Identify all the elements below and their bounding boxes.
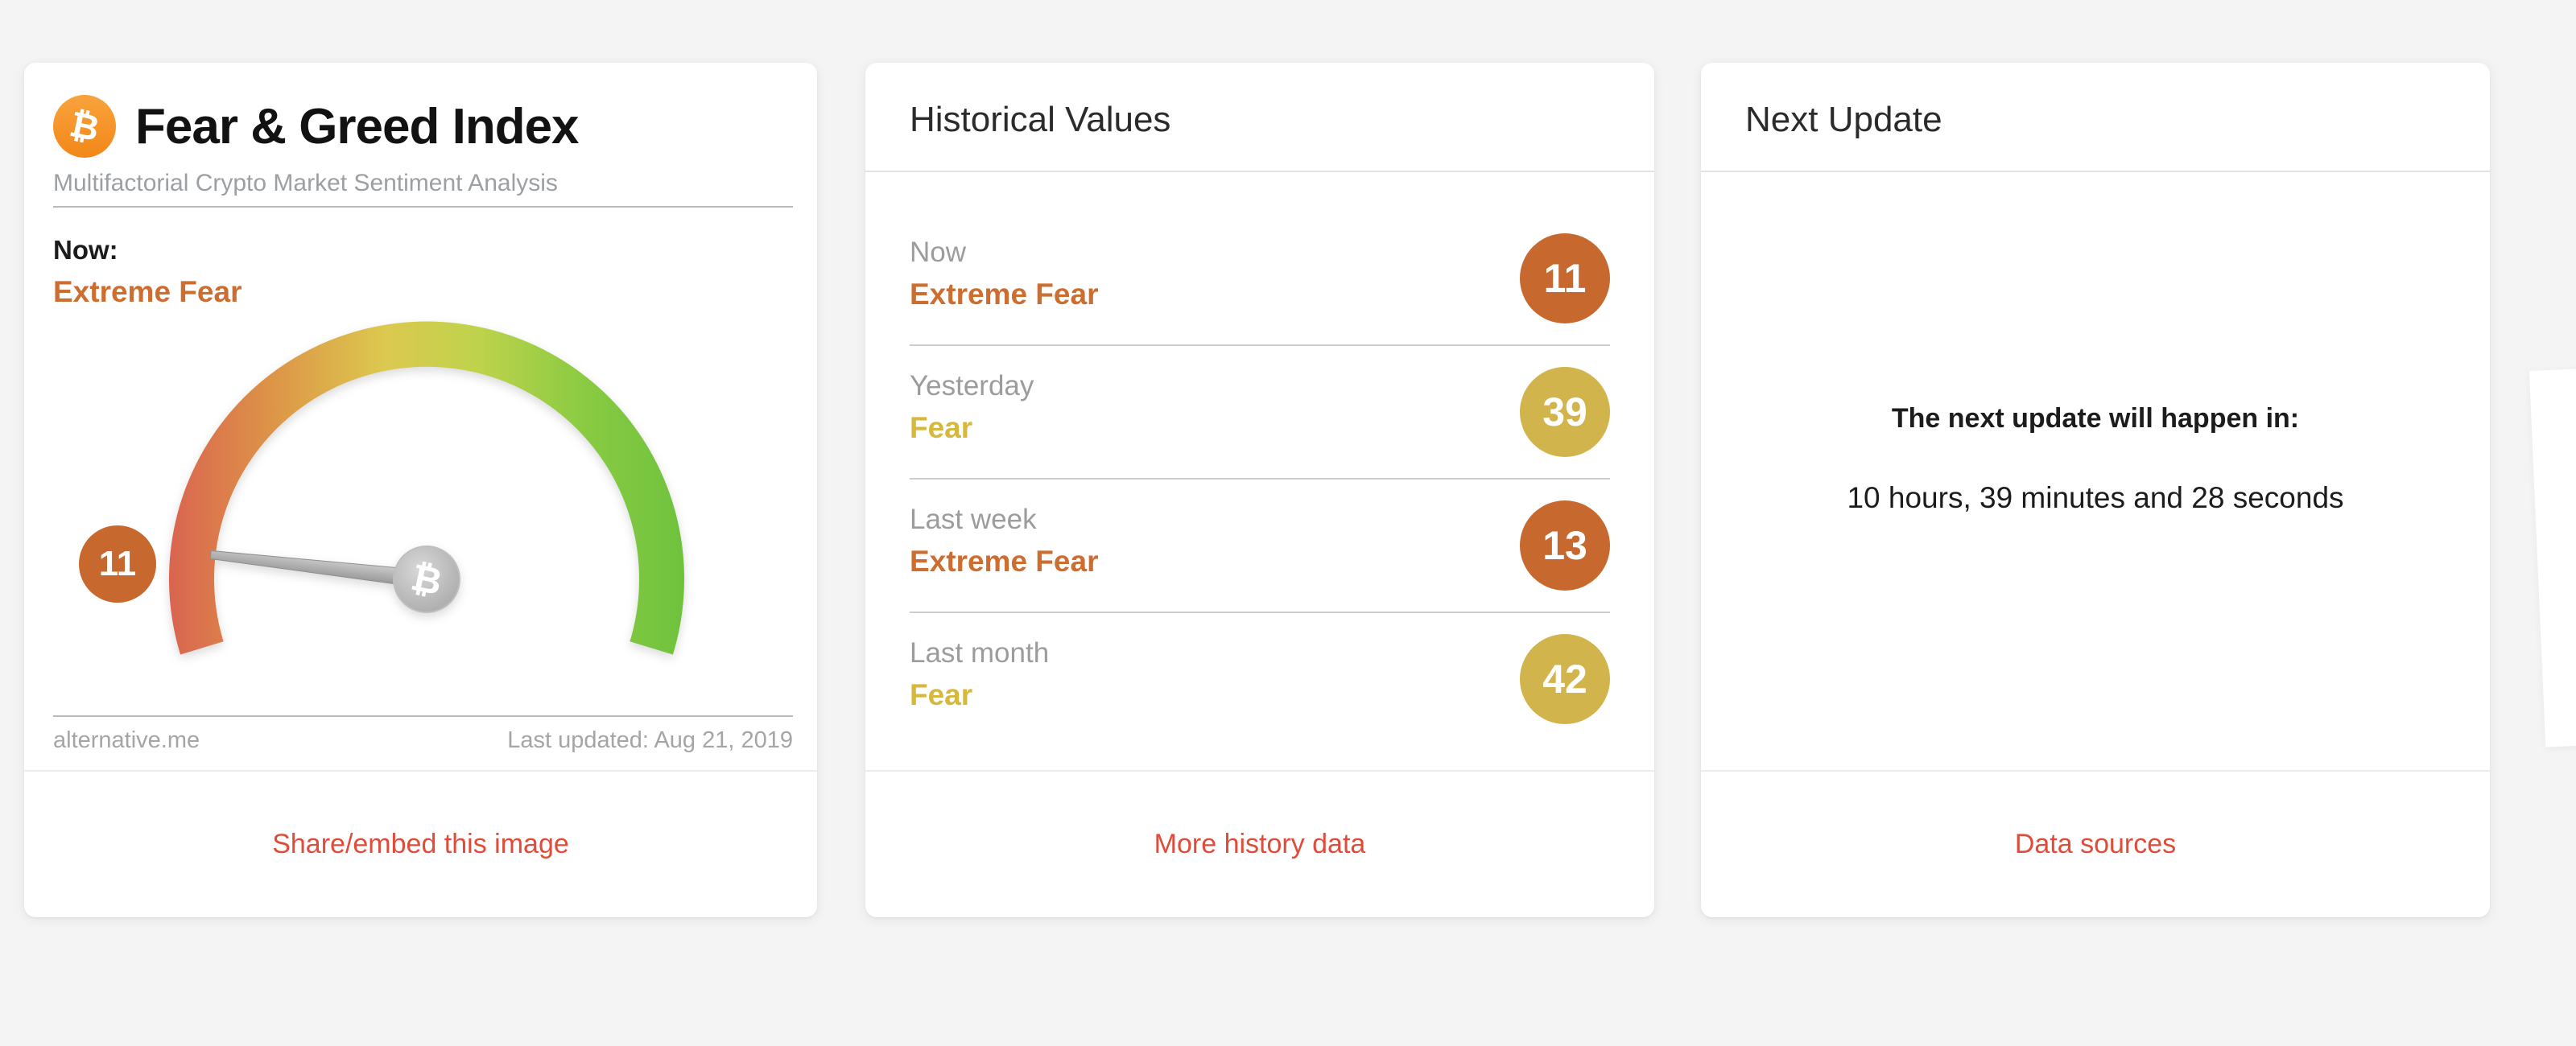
card-header: Next Update bbox=[1701, 63, 2490, 172]
countdown-value: 10 hours, 39 minutes and 28 seconds bbox=[1847, 481, 2344, 514]
card-footer: More history data bbox=[865, 770, 1654, 917]
card-title: Historical Values bbox=[910, 100, 1171, 139]
gauge-arc bbox=[169, 321, 685, 655]
current-status: Extreme Fear bbox=[53, 275, 242, 308]
last-updated: Last updated: Aug 21, 2019 bbox=[507, 727, 793, 753]
source-text: alternative.me bbox=[53, 727, 200, 753]
next-update-body: The next update will happen in: 10 hours… bbox=[1701, 172, 2490, 516]
value-badge: 13 bbox=[1520, 500, 1610, 591]
card-title: Next Update bbox=[1745, 100, 1942, 139]
meta-row: alternative.me Last updated: Aug 21, 201… bbox=[53, 727, 793, 754]
share-embed-link[interactable]: Share/embed this image bbox=[272, 829, 569, 859]
bitcoin-icon: ₿ bbox=[53, 95, 116, 158]
gauge-value-badge: 11 bbox=[79, 525, 156, 603]
countdown-heading: The next update will happen in: bbox=[1891, 403, 2300, 434]
historical-values-card: Historical Values Now Extreme Fear 11 Ye… bbox=[865, 63, 1654, 917]
meta-divider bbox=[53, 715, 793, 717]
history-rows: Now Extreme Fear 11 Yesterday Fear 39 La… bbox=[865, 172, 1654, 745]
value-badge: 42 bbox=[1520, 634, 1610, 724]
value-badge: 39 bbox=[1520, 367, 1610, 457]
bitcoin-glyph: ₿ bbox=[66, 103, 103, 150]
row-status: Extreme Fear bbox=[910, 545, 1099, 578]
row-label: Last week bbox=[910, 504, 1037, 535]
row-label: Yesterday bbox=[910, 370, 1034, 402]
more-history-link[interactable]: More history data bbox=[1154, 829, 1366, 859]
next-update-card: Next Update The next update will happen … bbox=[1701, 63, 2490, 917]
row-status: Fear bbox=[910, 678, 973, 711]
data-sources-link[interactable]: Data sources bbox=[2014, 829, 2177, 859]
history-row-yesterday: Yesterday Fear 39 bbox=[910, 346, 1610, 480]
decorative-card-edge bbox=[2529, 366, 2576, 747]
row-status: Extreme Fear bbox=[910, 278, 1099, 311]
history-row-last-month: Last month Fear 42 bbox=[910, 613, 1610, 745]
history-row-now: Now Extreme Fear 11 bbox=[910, 212, 1610, 346]
card-header: Historical Values bbox=[865, 63, 1654, 172]
row-label: Now bbox=[910, 237, 967, 268]
now-label: Now: bbox=[53, 235, 118, 265]
history-row-last-week: Last week Extreme Fear 13 bbox=[910, 480, 1610, 613]
header-divider bbox=[53, 206, 793, 208]
page-title: Fear & Greed Index bbox=[135, 98, 580, 154]
gauge-hub bbox=[393, 546, 460, 613]
fear-greed-card: ₿ Fear & Greed Index Multifactorial Cryp… bbox=[24, 63, 817, 917]
value-badge: 11 bbox=[1520, 233, 1610, 323]
subtitle: Multifactorial Crypto Market Sentiment A… bbox=[53, 170, 558, 196]
card-footer: Data sources bbox=[1701, 770, 2490, 917]
row-label: Last month bbox=[910, 637, 1050, 669]
row-status: Fear bbox=[910, 411, 973, 444]
card-header: ₿ Fear & Greed Index bbox=[24, 63, 817, 158]
card-footer: Share/embed this image bbox=[24, 770, 817, 917]
sentiment-gauge: ₿ bbox=[169, 321, 685, 655]
